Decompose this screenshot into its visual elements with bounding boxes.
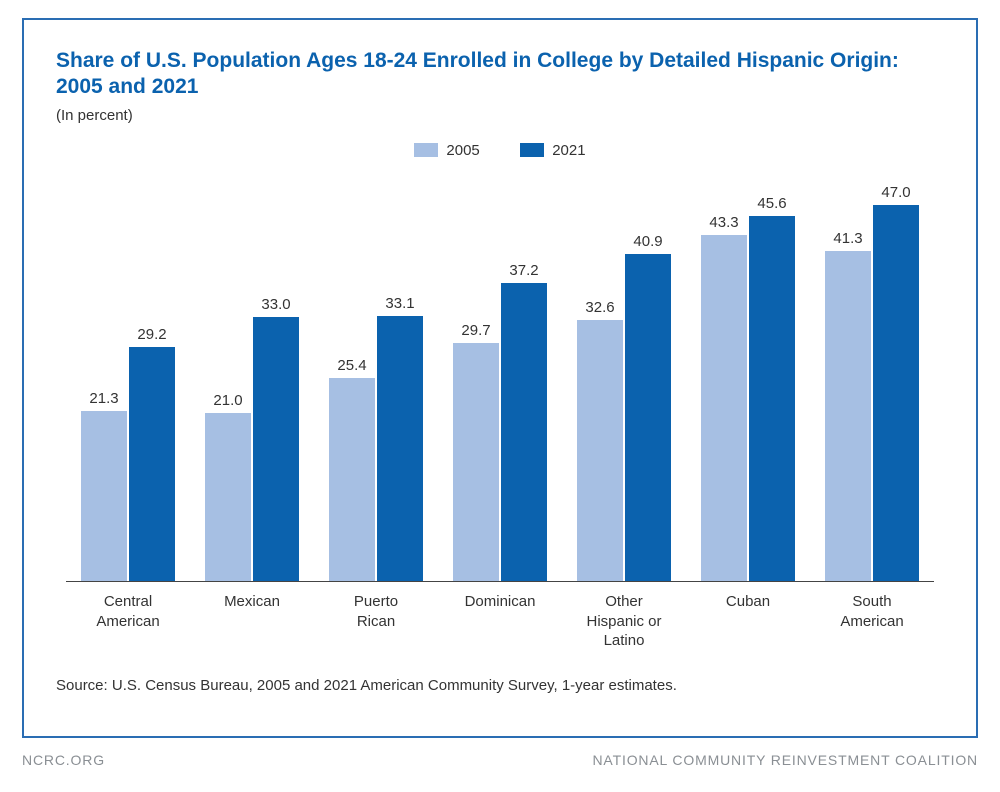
bar-group: 21.0 33.0 (192, 296, 312, 581)
bar (377, 316, 423, 581)
bar (453, 343, 499, 581)
x-axis-label: PuertoRican (316, 592, 436, 651)
bar-group: 21.3 29.2 (68, 326, 188, 581)
bar-wrap: 32.6 (577, 299, 623, 581)
legend-label-2005: 2005 (446, 142, 479, 159)
bar (81, 411, 127, 581)
bar-value-label: 21.0 (213, 392, 242, 409)
bar-group: 32.6 40.9 (564, 233, 684, 581)
x-axis-label: CentralAmerican (68, 592, 188, 651)
x-axis-label: OtherHispanic orLatino (564, 592, 684, 651)
x-axis-label: Mexican (192, 592, 312, 651)
footer-left: NCRC.ORG (22, 752, 105, 768)
bar-group: 29.7 37.2 (440, 262, 560, 581)
bar (749, 216, 795, 581)
bar-group: 41.3 47.0 (812, 184, 932, 581)
x-axis-labels: CentralAmericanMexicanPuertoRicanDominic… (66, 592, 934, 651)
bar-wrap: 41.3 (825, 230, 871, 581)
bar-value-label: 29.2 (137, 326, 166, 343)
footer-right: NATIONAL COMMUNITY REINVESTMENT COALITIO… (592, 752, 978, 768)
x-axis-label: SouthAmerican (812, 592, 932, 651)
bar-wrap: 43.3 (701, 214, 747, 581)
bar-group: 25.4 33.1 (316, 295, 436, 581)
bar-value-label: 43.3 (709, 214, 738, 231)
x-axis-label: Dominican (440, 592, 560, 651)
x-axis-label: Cuban (688, 592, 808, 651)
bar-value-label: 29.7 (461, 322, 490, 339)
bar (825, 251, 871, 581)
bar-wrap: 29.7 (453, 322, 499, 581)
bar (501, 283, 547, 581)
chart-title: Share of U.S. Population Ages 18-24 Enro… (56, 48, 944, 101)
legend-item-2021: 2021 (520, 142, 585, 159)
bar-wrap: 21.0 (205, 392, 251, 581)
chart-subtitle: (In percent) (56, 107, 944, 124)
bar-wrap: 45.6 (749, 195, 795, 581)
bar-wrap: 33.0 (253, 296, 299, 581)
bar-value-label: 33.0 (261, 296, 290, 313)
bar-wrap: 47.0 (873, 184, 919, 581)
bar-value-label: 47.0 (881, 184, 910, 201)
bar-value-label: 45.6 (757, 195, 786, 212)
bar-value-label: 25.4 (337, 357, 366, 374)
bar-value-label: 37.2 (509, 262, 538, 279)
bar-wrap: 29.2 (129, 326, 175, 581)
bar (873, 205, 919, 581)
source-note: Source: U.S. Census Bureau, 2005 and 202… (56, 677, 944, 694)
bar (205, 413, 251, 581)
legend-swatch-2005 (414, 143, 438, 157)
bar (329, 378, 375, 581)
chart-card: Share of U.S. Population Ages 18-24 Enro… (22, 18, 978, 738)
bar (253, 317, 299, 581)
bar-wrap: 40.9 (625, 233, 671, 581)
bar-value-label: 21.3 (89, 390, 118, 407)
legend: 2005 2021 (56, 142, 944, 163)
bar-wrap: 21.3 (81, 390, 127, 581)
bar-group: 43.3 45.6 (688, 195, 808, 581)
legend-label-2021: 2021 (552, 142, 585, 159)
bar-value-label: 41.3 (833, 230, 862, 247)
bar-wrap: 37.2 (501, 262, 547, 581)
footer: NCRC.ORG NATIONAL COMMUNITY REINVESTMENT… (22, 752, 978, 768)
bar-value-label: 33.1 (385, 295, 414, 312)
plot-region: 21.3 29.2 21.0 33.0 25.4 33.1 29.7 37.2 32.6 40.9… (66, 182, 934, 582)
bar (625, 254, 671, 581)
bar-wrap: 25.4 (329, 357, 375, 581)
bar (129, 347, 175, 581)
legend-item-2005: 2005 (414, 142, 479, 159)
bar-value-label: 40.9 (633, 233, 662, 250)
bar (577, 320, 623, 581)
legend-swatch-2021 (520, 143, 544, 157)
bar (701, 235, 747, 581)
bar-value-label: 32.6 (585, 299, 614, 316)
bar-wrap: 33.1 (377, 295, 423, 581)
chart-area: 21.3 29.2 21.0 33.0 25.4 33.1 29.7 37.2 32.6 40.9… (66, 182, 934, 651)
